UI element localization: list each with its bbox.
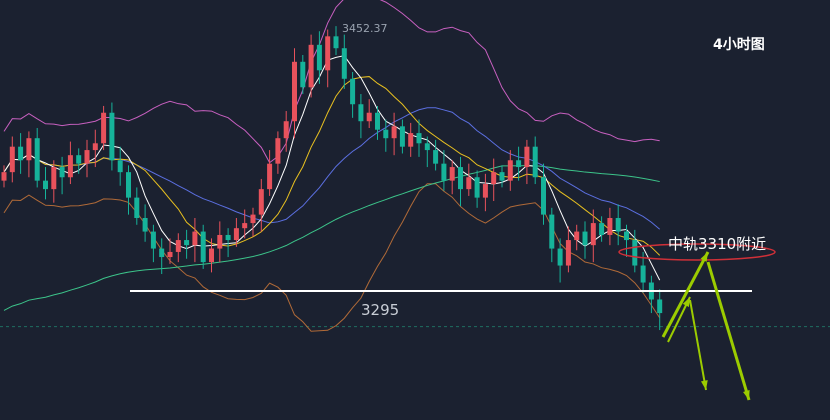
candle-body [59,167,65,178]
candle-body [482,184,488,198]
candle-body [9,146,15,173]
candle-body [84,150,90,164]
candle-body [43,180,48,190]
candle-body [599,223,605,235]
candle-body [67,155,73,178]
candle-body [391,126,397,139]
arrow-down-long [706,261,751,401]
candle-body [167,251,173,258]
candle-body [51,167,57,190]
candle-body [192,231,198,246]
candle-body [341,48,347,79]
candle-body [624,231,629,241]
candle-body [300,61,306,88]
candle-body [466,177,472,190]
candle-body [565,240,571,266]
candle-body [233,228,239,241]
candle-body [26,138,32,161]
candle-body [333,36,339,49]
mid-band-ellipse [618,243,776,261]
candle-body [92,143,98,151]
candle-body [541,177,546,215]
arrow-up-short-head [682,297,690,307]
candle-body [126,172,131,198]
candle-body [532,146,538,178]
candle-body [250,214,256,224]
candle-body [607,217,613,235]
candle-body [590,223,596,246]
candle-body [225,234,231,241]
candle-body [507,160,513,181]
candle-body [34,138,40,181]
candle-body [441,163,447,181]
high-price-label: 3452.37 [342,22,388,35]
candle-body [399,126,405,147]
candle-body [258,189,264,215]
candle-body [640,265,646,283]
arrow-down-long-head [743,390,750,400]
candle-body [1,172,7,181]
candle-body [200,231,206,263]
candle-body [18,146,24,161]
candle-body [632,240,638,266]
candle-body [159,248,165,258]
candle-body [557,248,563,266]
candle-body [524,146,530,168]
candle-body [150,231,156,249]
candle-body [109,112,115,161]
candle-body [516,160,522,168]
candle-body [424,143,430,151]
candle-body [383,129,389,139]
mid-band-annotation: 中轨3310附近 [668,235,767,253]
arrow-down-short [689,299,707,391]
support-level-label: 3295 [361,301,400,319]
candle-body [408,133,414,147]
candle-body [358,104,364,122]
candle-body [433,150,439,164]
candle-body [366,112,372,122]
candle-body [375,112,380,130]
candle-body [267,163,273,190]
arrow-up-to-mid-head [700,252,708,262]
ma-long-line [3,165,660,311]
candle-body [209,248,214,263]
candle-body [657,299,663,314]
candle-body [449,167,455,181]
candle-body [499,172,505,181]
candle-body [416,133,422,144]
candle-body [582,231,588,246]
candle-body [458,167,463,190]
candle-body [175,240,181,252]
candle-body [549,214,555,249]
arrow-up-to-mid [661,251,710,338]
candle-body [350,78,356,105]
candle-body [184,240,190,246]
candle-body [217,234,223,249]
ma10-line [3,76,661,256]
candle-body [134,197,140,218]
candle-body [615,217,621,232]
timeframe-label: 4小时图 [713,37,765,53]
candle-body [491,172,497,185]
candle-body [316,44,322,71]
arrow-down-short-head [700,380,708,390]
candle-body [574,231,580,241]
candle-body [308,44,314,88]
candle-body [275,138,281,164]
candle-body [242,223,248,229]
ma5-line [3,55,661,281]
candle-body [325,36,331,71]
candle-body [142,217,148,232]
candle-body [283,121,289,139]
candle-body [292,61,297,122]
candle-body [474,177,480,198]
candle-body [117,160,123,173]
candle-body [76,155,82,164]
candle-body [101,112,107,144]
